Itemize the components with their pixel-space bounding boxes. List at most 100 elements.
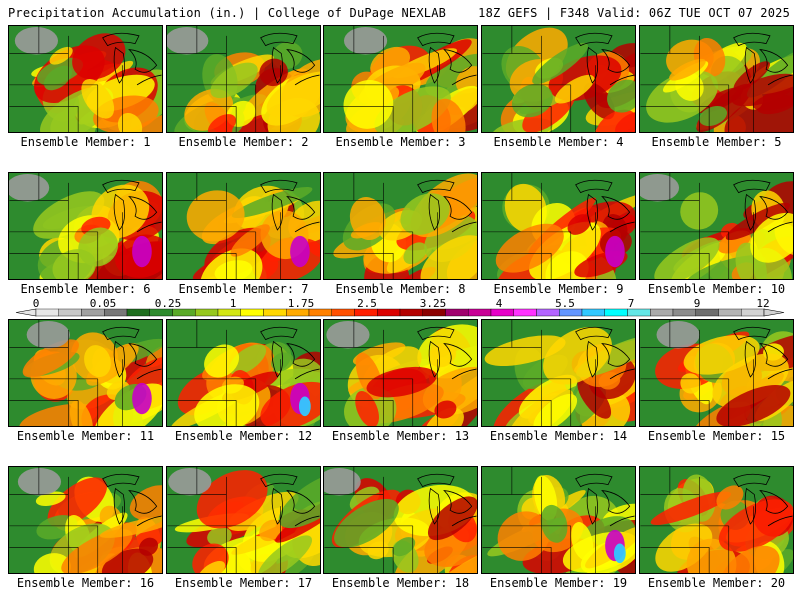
caption-prefix: Ensemble Member: <box>174 576 291 590</box>
ensemble-member-label: Ensemble Member: 2 <box>166 135 321 149</box>
scale-swatch <box>286 308 310 317</box>
precip-map <box>9 467 162 573</box>
ensemble-member-label: Ensemble Member: 12 <box>166 429 321 443</box>
member-number: 3 <box>458 135 466 149</box>
member-number: 8 <box>458 282 466 296</box>
ensemble-member-label: Ensemble Member: 4 <box>481 135 636 149</box>
scale-swatch <box>217 308 241 317</box>
ensemble-member-label: Ensemble Member: 7 <box>166 282 321 296</box>
ensemble-map-panel <box>8 25 163 133</box>
scale-swatch <box>536 308 560 317</box>
ensemble-member-label: Ensemble Member: 13 <box>323 429 478 443</box>
precip-map <box>482 320 635 426</box>
scale-swatch <box>650 308 674 317</box>
precip-map <box>324 320 477 426</box>
caption-prefix: Ensemble Member: <box>335 282 452 296</box>
precip-map <box>167 467 320 573</box>
member-number: 10 <box>770 282 786 296</box>
scale-tick-label: 0.05 <box>89 297 117 310</box>
ensemble-map-panel <box>166 319 321 427</box>
ensemble-member-label: Ensemble Member: 1 <box>8 135 163 149</box>
scale-tick-label: 9 <box>693 297 701 310</box>
member-number: 4 <box>616 135 624 149</box>
ensemble-map-panel <box>481 25 636 133</box>
caption-prefix: Ensemble Member: <box>16 429 133 443</box>
ensemble-map-panel <box>639 466 794 574</box>
scale-swatch <box>331 308 355 317</box>
ensemble-member-label: Ensemble Member: 17 <box>166 576 321 590</box>
ensemble-map-panel <box>481 466 636 574</box>
precip-map <box>482 26 635 132</box>
scale-swatch <box>741 308 765 317</box>
precip-map <box>9 26 162 132</box>
scale-swatch <box>308 308 332 317</box>
caption-prefix: Ensemble Member: <box>647 576 764 590</box>
scale-swatch <box>126 308 150 317</box>
scale-swatch <box>445 308 469 317</box>
member-number: 9 <box>616 282 624 296</box>
scale-swatch <box>581 308 605 317</box>
ensemble-member-label: Ensemble Member: 9 <box>481 282 636 296</box>
scale-swatch <box>513 308 537 317</box>
member-number: 17 <box>297 576 313 590</box>
member-number: 18 <box>454 576 470 590</box>
member-number: 20 <box>770 576 786 590</box>
precip-map <box>324 26 477 132</box>
caption-prefix: Ensemble Member: <box>335 135 452 149</box>
ensemble-map-panel <box>8 172 163 280</box>
caption-prefix: Ensemble Member: <box>651 135 768 149</box>
ensemble-member-label: Ensemble Member: 11 <box>8 429 163 443</box>
scale-left-arrow <box>15 308 37 317</box>
ensemble-member-label: Ensemble Member: 20 <box>639 576 794 590</box>
scale-swatch <box>81 308 105 317</box>
precip-map <box>167 26 320 132</box>
scale-swatch <box>195 308 219 317</box>
scale-swatch <box>695 308 719 317</box>
precip-map <box>640 467 793 573</box>
caption-prefix: Ensemble Member: <box>20 282 137 296</box>
caption-prefix: Ensemble Member: <box>178 282 295 296</box>
scale-tick-label: 1.75 <box>287 297 315 310</box>
ensemble-map-panel <box>481 172 636 280</box>
ensemble-member-label: Ensemble Member: 6 <box>8 282 163 296</box>
caption-prefix: Ensemble Member: <box>178 135 295 149</box>
precip-map <box>9 173 162 279</box>
scale-tick-label: 4 <box>495 297 503 310</box>
ensemble-member-label: Ensemble Member: 15 <box>639 429 794 443</box>
precip-map <box>167 173 320 279</box>
caption-prefix: Ensemble Member: <box>331 576 448 590</box>
caption-prefix: Ensemble Member: <box>493 135 610 149</box>
scale-swatch <box>354 308 378 317</box>
scale-swatch <box>377 308 401 317</box>
precip-map <box>324 173 477 279</box>
color-scale-bar <box>15 308 785 317</box>
scale-swatch <box>399 308 423 317</box>
scale-tick-label: 0 <box>32 297 40 310</box>
precip-map <box>9 320 162 426</box>
scale-swatch <box>263 308 287 317</box>
ensemble-map-panel <box>8 466 163 574</box>
precip-map <box>640 26 793 132</box>
caption-prefix: Ensemble Member: <box>174 429 291 443</box>
scale-swatch <box>672 308 696 317</box>
member-number: 13 <box>454 429 470 443</box>
member-number: 5 <box>774 135 782 149</box>
ensemble-map-panel <box>639 319 794 427</box>
model-run-info: 18Z GEFS | F348 Valid: 06Z TUE OCT 07 20… <box>478 6 790 20</box>
caption-prefix: Ensemble Member: <box>647 429 764 443</box>
member-number: 7 <box>301 282 309 296</box>
caption-prefix: Ensemble Member: <box>489 429 606 443</box>
scale-swatch <box>240 308 264 317</box>
ensemble-map-panel <box>323 25 478 133</box>
precip-map <box>482 467 635 573</box>
member-number: 1 <box>143 135 151 149</box>
ensemble-map-panel <box>166 172 321 280</box>
ensemble-member-label: Ensemble Member: 5 <box>639 135 794 149</box>
ensemble-map-panel <box>323 319 478 427</box>
member-number: 6 <box>143 282 151 296</box>
member-number: 14 <box>612 429 628 443</box>
member-number: 16 <box>139 576 155 590</box>
scale-swatch <box>149 308 173 317</box>
precip-map <box>167 320 320 426</box>
caption-prefix: Ensemble Member: <box>16 576 133 590</box>
